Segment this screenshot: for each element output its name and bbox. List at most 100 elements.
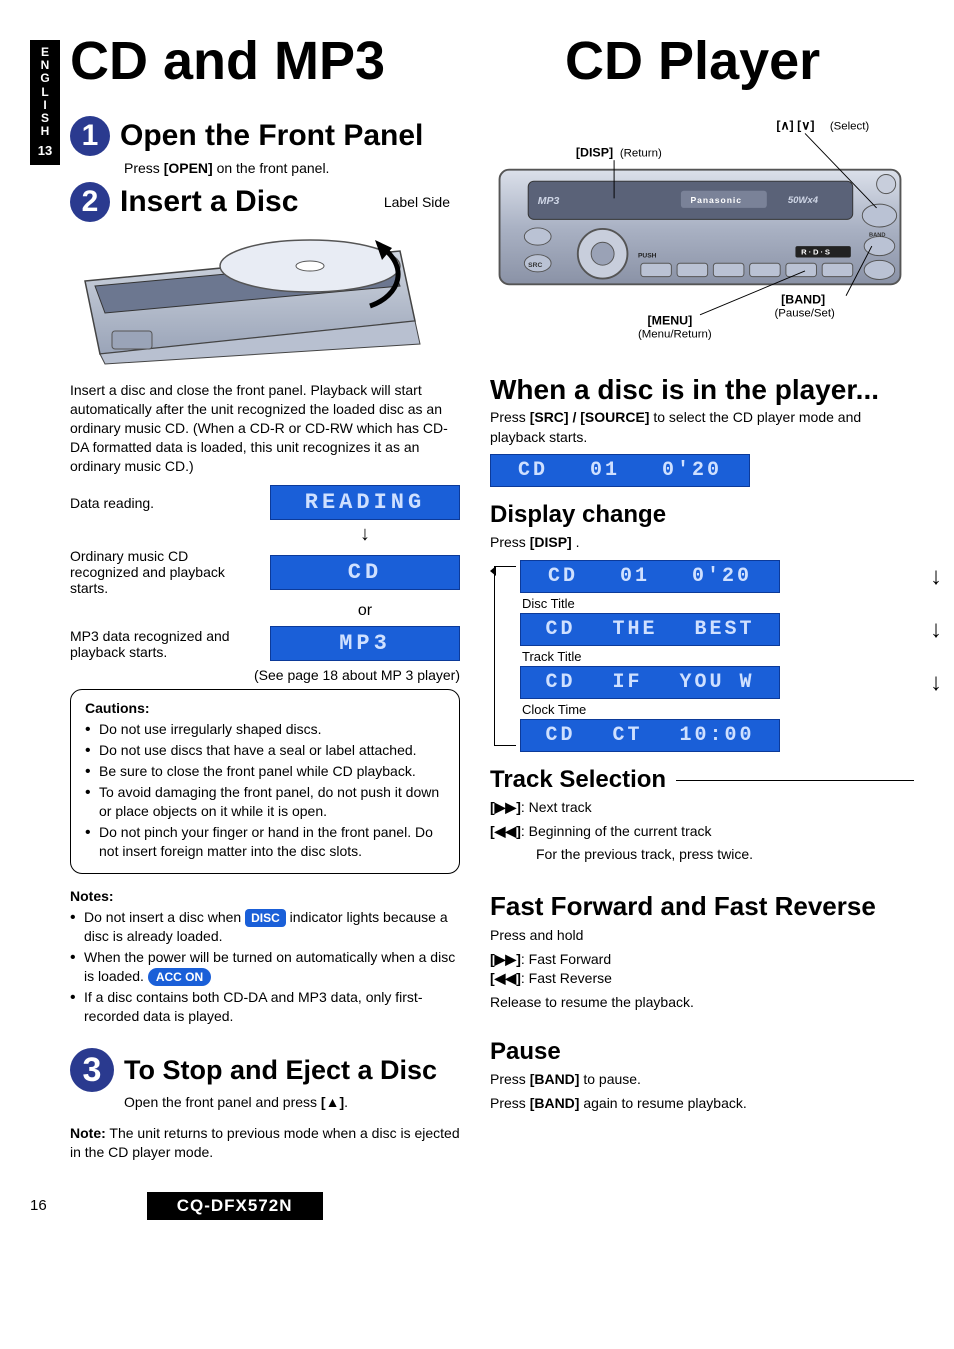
menu-sub: (Menu/Return) <box>638 329 712 341</box>
notes-title: Notes: <box>70 888 460 904</box>
mp3-label: MP3 data recognized and playback starts. <box>70 628 250 660</box>
band-sub: (Pause/Set) <box>774 308 835 320</box>
model-number: CQ-DFX572N <box>147 1192 323 1220</box>
notes-section: Notes: Do not insert a disc when DISC in… <box>70 888 460 1026</box>
display-change-title: Display change <box>490 501 914 529</box>
note-item: Do not insert a disc when DISC indicator… <box>70 908 460 946</box>
pause-title: Pause <box>490 1038 914 1066</box>
ff-symbol: [▶▶] <box>490 951 521 967</box>
when-disc-text: Press [SRC] / [SOURCE] to select the CD … <box>490 408 914 447</box>
note-item: If a disc contains both CD-DA and MP3 da… <box>70 988 460 1026</box>
lang-letters: ENGLISH <box>30 46 60 138</box>
lcd-mp3: MP3 <box>270 626 460 661</box>
lcd-cycle-4: CD CT 10:00 <box>520 719 780 752</box>
ffwd-post: Release to resume the playback. <box>490 993 914 1013</box>
step2-title: Insert a Disc <box>120 187 298 217</box>
svg-text:MP3: MP3 <box>538 195 560 207</box>
lcd-cycle-3: CD IF YOU W <box>520 666 780 699</box>
eject-note: Note: The unit returns to previous mode … <box>70 1124 460 1162</box>
pause-l2: Press [BAND] again to resume playback. <box>490 1094 914 1114</box>
cautions-box: Cautions: Do not use irregularly shaped … <box>70 689 460 873</box>
src-button-ref: [SRC] / [SOURCE] <box>530 409 650 425</box>
caution-item: Be sure to close the front panel while C… <box>85 762 445 781</box>
accon-badge: ACC ON <box>148 968 211 986</box>
select-symbol: [∧] [∨] <box>776 119 814 133</box>
cycle-loop-arrow <box>494 566 516 746</box>
eject-button-symbol: [▲] <box>321 1094 344 1110</box>
disp-label: [DISP] <box>576 145 613 159</box>
caution-item: To avoid damaging the front panel, do no… <box>85 783 445 821</box>
step3-number: 3 <box>70 1048 114 1092</box>
lang-num: 13 <box>30 144 60 158</box>
note2-pre: When the power will be turned on automat… <box>84 949 455 984</box>
caution-item: Do not pinch your finger or hand in the … <box>85 823 445 861</box>
language-tab: ENGLISH 13 <box>30 40 60 165</box>
ffwd-pre: Press and hold <box>490 926 914 946</box>
or-text: or <box>270 602 460 620</box>
cd-label: Ordinary music CD recognized and playbac… <box>70 548 250 596</box>
step3-title: To Stop and Eject a Disc <box>124 1057 437 1084</box>
band-button-ref: [BAND] <box>530 1071 580 1087</box>
step1-number: 1 <box>70 116 110 156</box>
disc-badge: DISC <box>245 909 286 927</box>
lcd-reading: READING <box>270 485 460 520</box>
disc-title-label: Disc Title <box>522 596 914 611</box>
note-text: The unit returns to previous mode when a… <box>70 1125 460 1160</box>
step3-sub-post: . <box>344 1094 348 1110</box>
step1-subtitle: Press [OPEN] on the front panel. <box>124 160 460 176</box>
svg-text:50Wx4: 50Wx4 <box>788 195 819 206</box>
head-unit-illustration: [∧] [∨] (Select) [DISP] (Return) MP3 Pan… <box>490 112 910 342</box>
track-prev: [◀◀]: Beginning of the current track <box>490 822 914 842</box>
svg-text:Panasonic: Panasonic <box>690 195 742 205</box>
reading-label: Data reading. <box>70 495 250 511</box>
label-side-text: Label Side <box>384 194 450 210</box>
svg-text:SRC: SRC <box>528 262 542 269</box>
when-disc-title: When a disc is in the player... <box>490 375 914 404</box>
next-track-symbol: [▶▶] <box>490 799 521 815</box>
page-number: 16 <box>30 1197 47 1214</box>
fr-symbol: [◀◀] <box>490 970 521 986</box>
arrow-down-icon: ↓ <box>270 526 460 542</box>
arrow-down-icon: ↓ <box>930 669 942 697</box>
title-left: CD and MP3 <box>70 30 385 92</box>
step3-sub-pre: Open the front panel and press <box>124 1094 321 1110</box>
disc-insertion-illustration <box>70 226 450 366</box>
lcd-cd: CD <box>270 555 460 590</box>
lcd-cycle-1: CD 01 0'20 <box>520 560 780 593</box>
svg-text:PUSH: PUSH <box>638 253 657 260</box>
step2-number: 2 <box>70 182 110 222</box>
band-button-ref2: [BAND] <box>530 1095 580 1111</box>
right-column: [∧] [∨] (Select) [DISP] (Return) MP3 Pan… <box>490 112 914 1162</box>
track-title-label: Track Title <box>522 649 914 664</box>
step3-subtitle: Open the front panel and press [▲]. <box>124 1094 460 1110</box>
lcd-cycle-2: CD THE BEST <box>520 613 780 646</box>
disp-button-ref: [DISP] <box>530 534 572 550</box>
track-next: [▶▶]: Next track <box>490 798 914 818</box>
caution-item: Do not use discs that have a seal or lab… <box>85 741 445 760</box>
ffwd-ff: [▶▶]: Fast Forward <box>490 950 914 970</box>
track-selection-title: Track Selection <box>490 766 914 794</box>
svg-text:BAND: BAND <box>869 233 886 239</box>
disp-sub: (Return) <box>620 147 662 159</box>
prev-track-symbol: [◀◀] <box>490 823 521 839</box>
note1-pre: Do not insert a disc when <box>84 909 245 925</box>
step1-title: Open the Front Panel <box>120 121 423 151</box>
svg-text:R·D·S: R·D·S <box>801 248 832 257</box>
note-item: When the power will be turned on automat… <box>70 948 460 986</box>
menu-label: [MENU] <box>648 313 693 327</box>
track-prev2: For the previous track, press twice. <box>536 845 914 865</box>
band-label: [BAND] <box>781 292 825 306</box>
step1-sub-pre: Press <box>124 160 164 176</box>
title-right: CD Player <box>565 30 820 92</box>
lcd-main: CD 01 0'20 <box>490 454 750 487</box>
step2-body: Insert a disc and close the front panel.… <box>70 381 460 475</box>
clock-time-label: Clock Time <box>522 702 914 717</box>
select-label: (Select) <box>830 121 870 133</box>
step1-sub-post: on the front panel. <box>213 160 330 176</box>
note-bold: Note: <box>70 1125 106 1141</box>
left-column: 1 Open the Front Panel Press [OPEN] on t… <box>70 112 460 1162</box>
ffwd-fr: [◀◀]: Fast Reverse <box>490 969 914 989</box>
pause-l1: Press [BAND] to pause. <box>490 1070 914 1090</box>
caution-item: Do not use irregularly shaped discs. <box>85 720 445 739</box>
display-change-text: Press [DISP] . <box>490 533 914 553</box>
